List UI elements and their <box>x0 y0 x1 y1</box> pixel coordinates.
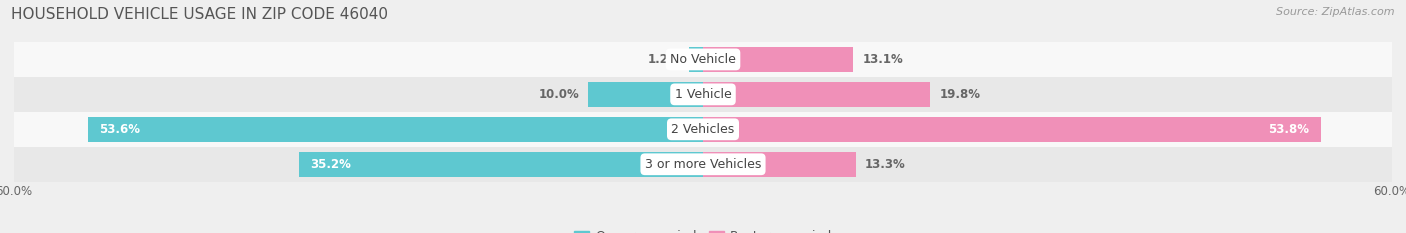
Legend: Owner-occupied, Renter-occupied: Owner-occupied, Renter-occupied <box>568 225 838 233</box>
Bar <box>87 117 703 142</box>
Text: Source: ZipAtlas.com: Source: ZipAtlas.com <box>1277 7 1395 17</box>
Text: No Vehicle: No Vehicle <box>671 53 735 66</box>
Bar <box>703 152 856 177</box>
Text: 3 or more Vehicles: 3 or more Vehicles <box>645 158 761 171</box>
Text: 1.2%: 1.2% <box>647 53 681 66</box>
Text: 53.8%: 53.8% <box>1268 123 1309 136</box>
Text: HOUSEHOLD VEHICLE USAGE IN ZIP CODE 46040: HOUSEHOLD VEHICLE USAGE IN ZIP CODE 4604… <box>11 7 388 22</box>
Text: 2 Vehicles: 2 Vehicles <box>672 123 734 136</box>
Text: 13.1%: 13.1% <box>863 53 903 66</box>
Bar <box>14 147 1392 182</box>
Text: 1 Vehicle: 1 Vehicle <box>675 88 731 101</box>
Bar <box>703 47 853 72</box>
Text: 10.0%: 10.0% <box>538 88 579 101</box>
Bar <box>14 42 1392 77</box>
Bar <box>588 82 703 107</box>
Text: 19.8%: 19.8% <box>939 88 980 101</box>
Bar <box>703 82 931 107</box>
Text: 13.3%: 13.3% <box>865 158 905 171</box>
Bar <box>14 77 1392 112</box>
Bar <box>299 152 703 177</box>
Bar <box>703 117 1320 142</box>
Bar <box>689 47 703 72</box>
Text: 53.6%: 53.6% <box>98 123 141 136</box>
Bar <box>14 112 1392 147</box>
Text: 35.2%: 35.2% <box>311 158 352 171</box>
